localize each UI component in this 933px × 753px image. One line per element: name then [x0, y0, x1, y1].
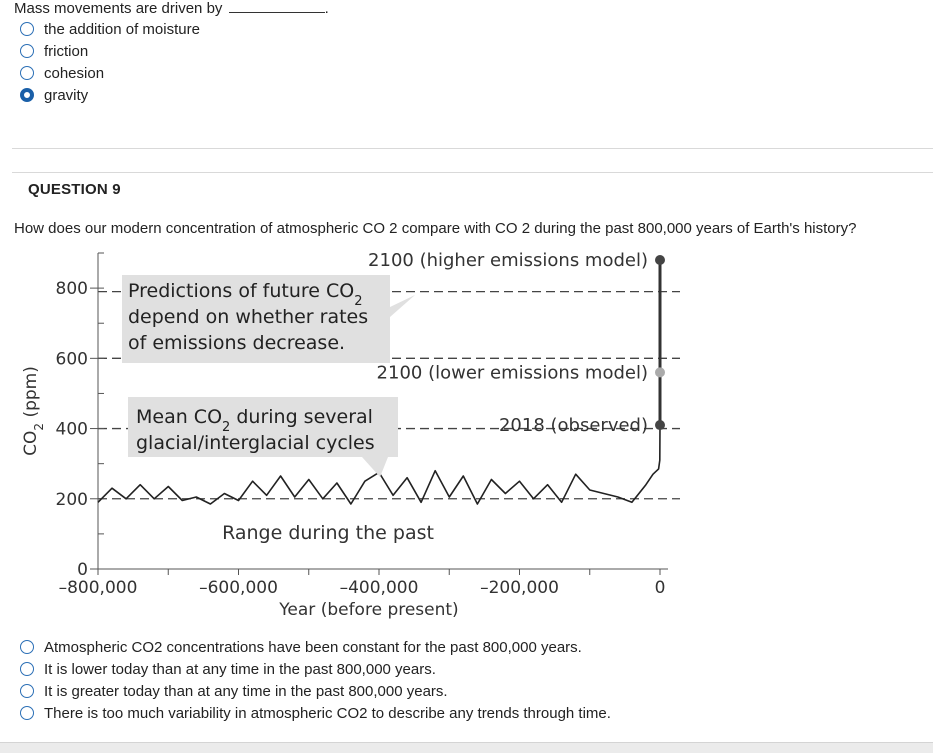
q8-option-label: cohesion: [44, 64, 105, 82]
mean-callout-bubble: [128, 397, 398, 477]
projection-point: [655, 420, 665, 431]
x-tick-label: –600,000: [199, 578, 278, 598]
q9-option-label: It is greater today than at any time in …: [44, 682, 448, 700]
predictions-callout-text: of emissions decrease.: [128, 332, 345, 354]
projection-point: [655, 367, 665, 378]
q9-option-label: It is lower today than at any time in th…: [44, 660, 436, 678]
x-tick-label: –800,000: [59, 578, 138, 598]
answer-blank: [228, 0, 325, 13]
q8-option-1[interactable]: the addition of moisture: [20, 18, 200, 40]
q9-option-label: Atmospheric CO2 concentrations have been…: [44, 638, 582, 656]
question-9-header: QUESTION 9: [28, 181, 121, 198]
radio-button[interactable]: [20, 684, 34, 698]
q9-option-label: There is too much variability in atmosph…: [44, 704, 611, 722]
range-annotation: Range during the past: [222, 522, 434, 544]
q9-option-4[interactable]: There is too much variability in atmosph…: [20, 702, 611, 724]
predictions-callout-bubble: [122, 275, 415, 363]
radio-button[interactable]: [20, 706, 34, 720]
predictions-callout-text: depend on whether rates: [128, 306, 368, 328]
question-9-stem: How does our modern concentration of atm…: [14, 220, 857, 237]
radio-button-selected[interactable]: [20, 88, 34, 102]
radio-button[interactable]: [20, 662, 34, 676]
co2-chart-svg: 0 200 400 600 800 –800,000 –600,000 –400,000 –20…: [21, 250, 680, 620]
x-tick-label: –400,000: [340, 578, 419, 598]
q9-option-2[interactable]: It is lower today than at any time in th…: [20, 658, 436, 680]
question-divider: [12, 148, 933, 149]
projection-label: 2100 (lower emissions model): [377, 362, 648, 383]
radio-button[interactable]: [20, 66, 34, 80]
radio-button[interactable]: [20, 22, 34, 36]
y-tick-label: 600: [56, 349, 88, 369]
q8-option-2[interactable]: friction: [20, 40, 88, 62]
question-divider: [12, 172, 933, 173]
x-tick-label: 0: [655, 578, 666, 598]
co2-chart: 0 200 400 600 800 –800,000 –600,000 –400,000 –20…: [10, 245, 690, 635]
y-tick-label: 400: [56, 420, 88, 440]
question-8-stem: Mass movements are driven by .: [14, 0, 329, 17]
q8-option-label: friction: [44, 42, 89, 60]
mean-callout-text: Mean CO2 during several: [136, 406, 373, 435]
q8-option-3[interactable]: cohesion: [20, 62, 104, 84]
mean-callout-text: glacial/interglacial cycles: [136, 432, 375, 454]
q8-option-label: gravity: [44, 86, 89, 104]
projection-label: 2100 (higher emissions model): [368, 250, 648, 271]
radio-button[interactable]: [20, 640, 34, 654]
q8-option-4[interactable]: gravity: [20, 84, 88, 106]
y-tick-label: 800: [56, 279, 88, 299]
y-tick-label: 0: [77, 560, 88, 580]
q9-option-3[interactable]: It is greater today than at any time in …: [20, 680, 448, 702]
x-tick-label: –200,000: [480, 578, 559, 598]
question-8-text: Mass movements are driven by: [14, 0, 223, 17]
predictions-callout-text: Predictions of future CO2: [128, 280, 363, 309]
q9-option-1[interactable]: Atmospheric CO2 concentrations have been…: [20, 636, 582, 658]
x-axis-label: Year (before present): [278, 600, 458, 620]
projection-label: 2018 (observed): [499, 415, 648, 436]
co2-series-line: [97, 424, 661, 505]
projection-point: [655, 255, 665, 266]
y-axis-label: CO2 (ppm): [21, 366, 46, 456]
y-tick-label: 200: [56, 490, 88, 510]
bottom-scroll-strip: [0, 742, 933, 753]
q8-option-label: the addition of moisture: [44, 20, 200, 38]
radio-button[interactable]: [20, 44, 34, 58]
blank-period: .: [324, 0, 329, 17]
